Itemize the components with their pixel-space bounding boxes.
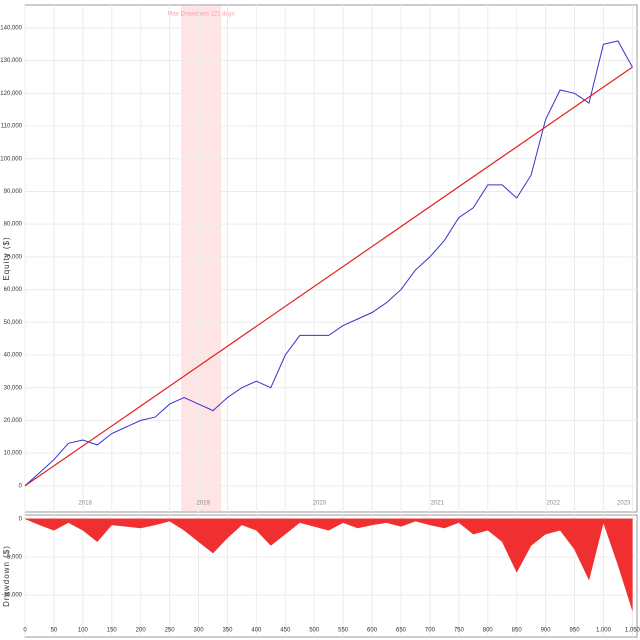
- x-tick-label: 550: [338, 628, 349, 634]
- year-label: 2020: [313, 501, 327, 507]
- y-tick-label: -10,000: [2, 593, 23, 599]
- x-tick-label: 500: [309, 628, 320, 634]
- x-tick-label: 800: [483, 628, 494, 634]
- y-tick-label: 10,000: [4, 451, 23, 457]
- y-tick-label: -5,000: [5, 555, 23, 561]
- x-tick-label: 700: [425, 628, 436, 634]
- y-tick-label: 90,000: [4, 189, 23, 195]
- y-tick-label: 60,000: [4, 287, 23, 293]
- year-label: 2023: [617, 501, 631, 507]
- x-tick-label: 650: [396, 628, 407, 634]
- trend-line: [24, 66, 633, 487]
- y-tick-label: 30,000: [4, 385, 23, 391]
- y-tick-label: 50,000: [4, 320, 23, 326]
- equity-line: [24, 40, 633, 487]
- y-tick-label: 100,000: [0, 156, 22, 162]
- x-tick-label: 600: [367, 628, 378, 634]
- x-tick-label: 400: [251, 628, 262, 634]
- x-tick-label: 100: [78, 628, 89, 634]
- y-tick-label: 130,000: [0, 58, 22, 64]
- y-tick-label: 40,000: [4, 353, 23, 359]
- x-tick-label: 50: [51, 628, 58, 634]
- year-label: 2018: [78, 501, 92, 507]
- max-drawdown-band: [181, 6, 222, 511]
- x-tick-label: 200: [136, 628, 147, 634]
- year-label: 2022: [546, 501, 560, 507]
- y-axis-label: Drawdown ($): [2, 545, 11, 607]
- x-tick-label: 150: [107, 628, 118, 634]
- x-tick-label: 1,050: [625, 628, 640, 634]
- x-tick-label: 300: [194, 628, 205, 634]
- y-tick-label: 110,000: [1, 124, 23, 130]
- x-tick-label: 250: [165, 628, 176, 634]
- y-axis-label: Equity ($): [2, 236, 11, 280]
- year-label: 2021: [431, 501, 445, 507]
- x-tick-label: 450: [280, 628, 291, 634]
- x-tick-label: 350: [222, 628, 233, 634]
- y-tick-label: 20,000: [4, 418, 23, 424]
- x-tick-label: 900: [541, 628, 552, 634]
- band-label: Max Drawdown 121 days: [167, 12, 234, 18]
- y-tick-label: 120,000: [0, 91, 22, 97]
- y-tick-label: 70,000: [4, 254, 23, 260]
- y-tick-label: 0: [19, 516, 23, 522]
- y-tick-label: 140,000: [0, 25, 22, 31]
- x-tick-label: 1,000: [596, 628, 612, 634]
- x-tick-label: 850: [512, 628, 523, 634]
- x-tick-label: 950: [570, 628, 581, 634]
- x-tick-label: 750: [454, 628, 465, 634]
- y-tick-label: 80,000: [4, 222, 23, 228]
- drawdown-area: [24, 518, 633, 611]
- x-tick-label: 0: [23, 628, 27, 634]
- year-label: 2019: [196, 501, 210, 507]
- y-tick-label: 0: [19, 483, 23, 489]
